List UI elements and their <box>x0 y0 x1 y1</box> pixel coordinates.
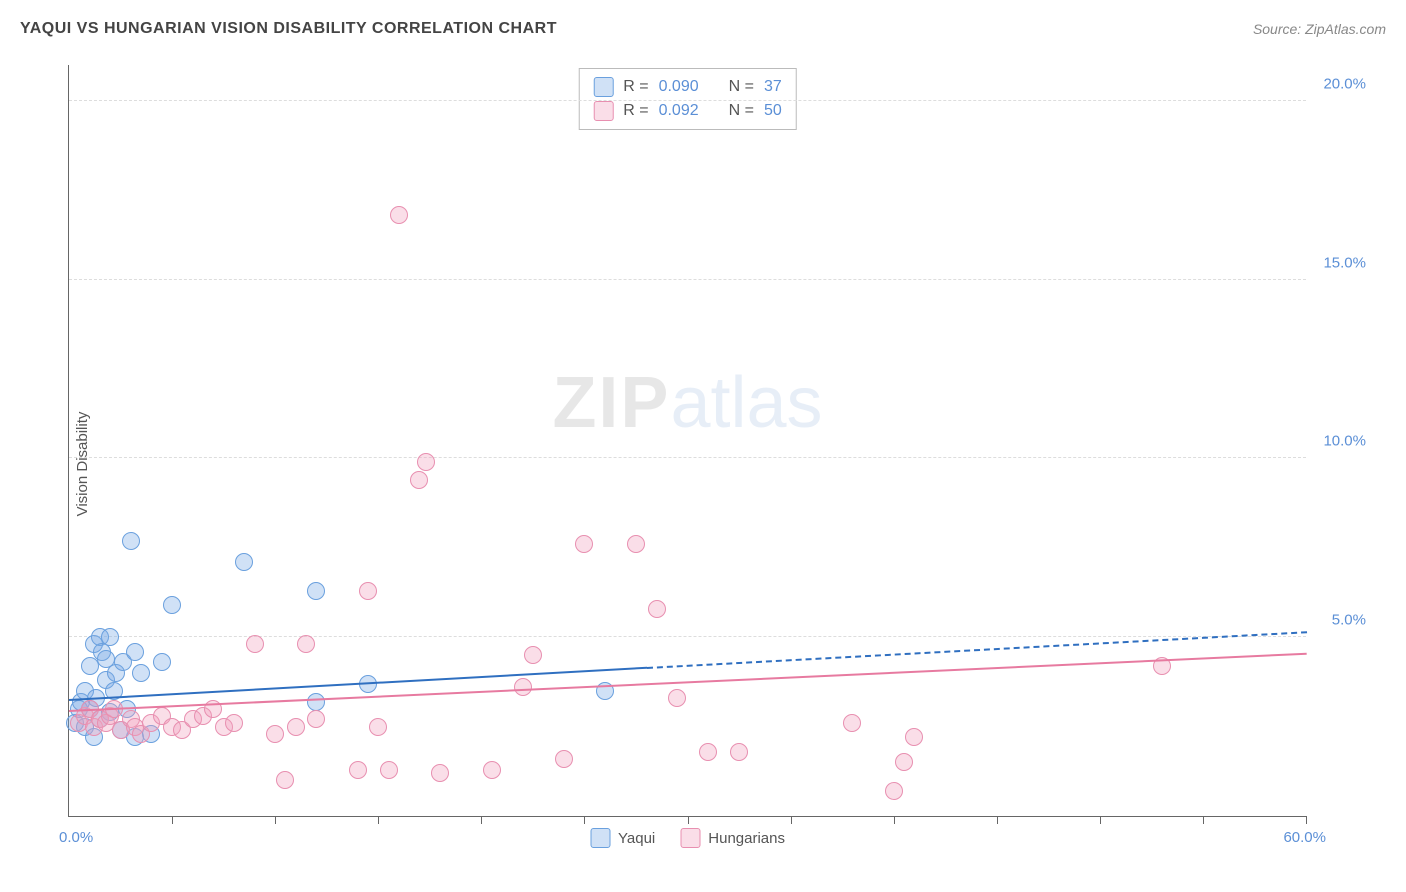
stat-n-value: 37 <box>764 78 782 96</box>
y-tick-label: 5.0% <box>1311 612 1366 629</box>
scatter-point <box>101 628 119 646</box>
legend-item: Yaqui <box>590 828 655 848</box>
scatter-point <box>122 532 140 550</box>
gridline <box>69 457 1306 458</box>
scatter-point <box>895 753 913 771</box>
scatter-point <box>483 761 501 779</box>
scatter-point <box>163 596 181 614</box>
scatter-point <box>81 657 99 675</box>
legend-swatch <box>593 77 613 97</box>
legend-swatch <box>593 101 613 121</box>
chart-title: YAQUI VS HUNGARIAN VISION DISABILITY COR… <box>20 20 557 38</box>
scatter-point <box>276 771 294 789</box>
gridline <box>69 279 1306 280</box>
legend-swatch <box>680 828 700 848</box>
scatter-point <box>648 600 666 618</box>
scatter-point <box>905 728 923 746</box>
x-tick <box>481 816 482 824</box>
scatter-point <box>266 725 284 743</box>
x-tick <box>378 816 379 824</box>
stats-row: R = 0.090 N = 37 <box>593 75 782 99</box>
chart-container: Vision Disability ZIPatlas R =0.090N =37… <box>20 55 1376 872</box>
scatter-point <box>699 743 717 761</box>
x-tick <box>894 816 895 824</box>
scatter-point <box>126 643 144 661</box>
stat-r-label: R = <box>623 78 648 96</box>
scatter-point <box>349 761 367 779</box>
scatter-point <box>307 710 325 728</box>
scatter-point <box>730 743 748 761</box>
scatter-point <box>246 635 264 653</box>
scatter-point <box>575 535 593 553</box>
scatter-point <box>307 582 325 600</box>
scatter-point <box>380 761 398 779</box>
plot-area: ZIPatlas R =0.090N =37R =0.092N =50 0.0%… <box>68 65 1306 817</box>
x-tick <box>584 816 585 824</box>
y-tick-label: 15.0% <box>1311 254 1366 271</box>
x-tick <box>1100 816 1101 824</box>
legend-label: Hungarians <box>708 830 785 847</box>
scatter-point <box>524 646 542 664</box>
trend-line <box>69 652 1307 711</box>
x-min-label: 0.0% <box>59 829 93 846</box>
stat-r-label: R = <box>623 102 648 120</box>
scatter-point <box>390 206 408 224</box>
scatter-point <box>235 553 253 571</box>
legend-item: Hungarians <box>680 828 785 848</box>
scatter-point <box>369 718 387 736</box>
x-tick <box>1203 816 1204 824</box>
y-tick-label: 20.0% <box>1311 75 1366 92</box>
x-tick <box>997 816 998 824</box>
scatter-point <box>555 750 573 768</box>
scatter-point <box>359 582 377 600</box>
scatter-point <box>153 653 171 671</box>
scatter-point <box>132 664 150 682</box>
legend-swatch <box>590 828 610 848</box>
scatter-point <box>885 782 903 800</box>
stats-row: R = 0.092 N = 50 <box>593 99 782 123</box>
scatter-point <box>417 453 435 471</box>
stat-n-value: 50 <box>764 102 782 120</box>
source-credit: Source: ZipAtlas.com <box>1253 21 1386 37</box>
x-max-label: 60.0% <box>1283 829 1326 846</box>
scatter-point <box>431 764 449 782</box>
scatter-point <box>514 678 532 696</box>
scatter-point <box>843 714 861 732</box>
scatter-point <box>410 471 428 489</box>
y-tick-label: 10.0% <box>1311 433 1366 450</box>
x-tick <box>1306 816 1307 824</box>
watermark: ZIPatlas <box>552 362 822 444</box>
scatter-point <box>668 689 686 707</box>
scatter-point <box>297 635 315 653</box>
scatter-point <box>627 535 645 553</box>
scatter-point <box>307 693 325 711</box>
scatter-point <box>225 714 243 732</box>
scatter-point <box>287 718 305 736</box>
gridline <box>69 100 1306 101</box>
x-tick <box>688 816 689 824</box>
stat-r-value: 0.092 <box>659 102 699 120</box>
x-tick <box>275 816 276 824</box>
legend-label: Yaqui <box>618 830 655 847</box>
legend: Yaqui Hungarians <box>590 828 785 848</box>
stat-n-label: N = <box>729 102 754 120</box>
stat-n-label: N = <box>729 78 754 96</box>
x-tick <box>791 816 792 824</box>
x-tick <box>172 816 173 824</box>
stat-r-value: 0.090 <box>659 78 699 96</box>
